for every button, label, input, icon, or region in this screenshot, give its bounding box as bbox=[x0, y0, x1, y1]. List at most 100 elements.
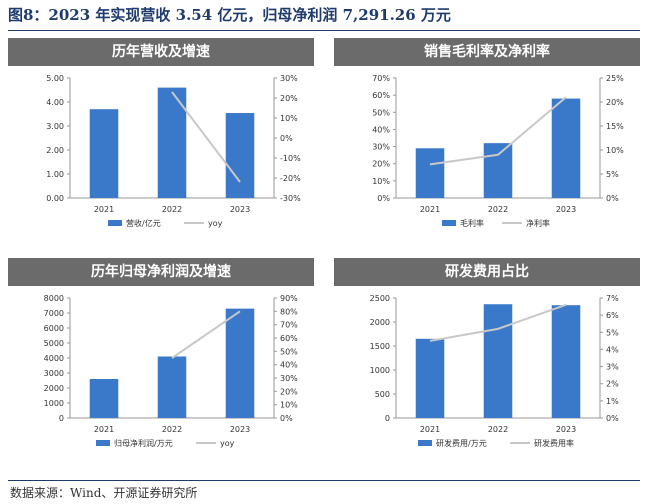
left-tick-label: 70% bbox=[372, 74, 390, 83]
right-tick-label: 30% bbox=[280, 74, 298, 83]
revenue-chart: 0.00 1.00 2.00 3.00 4.00 5.00 -30% -20% -10% 0% 10… bbox=[46, 74, 301, 228]
x-tick-label: 2022 bbox=[488, 205, 508, 214]
line-研发费用率 bbox=[429, 303, 567, 342]
left-tick-label: 5.00 bbox=[46, 74, 64, 83]
legend-line-label: yoy bbox=[208, 219, 223, 228]
left-tick-label: 10% bbox=[372, 177, 390, 186]
x-tick-label: 2021 bbox=[420, 205, 440, 214]
right-tick-label: 15% bbox=[606, 122, 624, 131]
title-rule bbox=[8, 30, 640, 31]
source-note: 数据来源：Wind、开源证券研究所 bbox=[10, 486, 198, 500]
right-tick-label: 40% bbox=[280, 361, 298, 370]
figure-title: 图8：2023 年实现营收 3.54 亿元，归母净利润 7,291.26 万元 bbox=[8, 6, 451, 24]
bar-归母净利润/万元 bbox=[89, 379, 119, 418]
x-tick-label: 2023 bbox=[556, 205, 576, 214]
bar-研发费用/万元 bbox=[483, 304, 513, 418]
right-tick-label: 5% bbox=[606, 328, 619, 337]
right-tick-label: 30% bbox=[280, 374, 298, 383]
left-tick-label: 3.00 bbox=[46, 122, 64, 131]
left-tick-label: 1.00 bbox=[46, 170, 64, 179]
x-tick-label: 2022 bbox=[162, 205, 182, 214]
bar-营收/亿元 bbox=[89, 109, 119, 198]
left-tick-label: 6000 bbox=[44, 324, 64, 333]
line-yoy bbox=[171, 91, 241, 183]
right-tick-label: 10% bbox=[606, 146, 624, 155]
right-tick-label: -10% bbox=[280, 154, 301, 163]
line-净利率 bbox=[429, 96, 567, 166]
line-yoy bbox=[171, 310, 241, 359]
left-tick-label: 2500 bbox=[370, 294, 390, 303]
right-tick-label: 10% bbox=[280, 401, 298, 410]
left-tick-label: 7000 bbox=[44, 309, 64, 318]
bar-毛利率 bbox=[483, 143, 513, 198]
left-tick-label: 2000 bbox=[370, 318, 390, 327]
left-tick-label: 5000 bbox=[44, 339, 64, 348]
right-tick-label: 80% bbox=[280, 307, 298, 316]
legend-bar-swatch bbox=[96, 440, 110, 446]
chart-panel-margin: 销售毛利率及净利率 0% 10% 20% 30% 40% 50% 60% 70% 0% 5% 10%… bbox=[334, 38, 640, 246]
right-tick-label: 50% bbox=[280, 347, 298, 356]
left-tick-label: 4.00 bbox=[46, 98, 64, 107]
left-tick-label: 0% bbox=[377, 194, 390, 203]
left-tick-label: 1000 bbox=[370, 366, 390, 375]
right-tick-label: 5% bbox=[606, 170, 619, 179]
left-tick-label: 1000 bbox=[44, 399, 64, 408]
left-tick-label: 50% bbox=[372, 108, 390, 117]
left-tick-label: 20% bbox=[372, 160, 390, 169]
left-tick-label: 40% bbox=[372, 125, 390, 134]
bar-毛利率 bbox=[415, 148, 445, 198]
x-tick-label: 2023 bbox=[230, 425, 250, 434]
right-tick-label: 20% bbox=[280, 94, 298, 103]
chart-title: 销售毛利率及净利率 bbox=[334, 38, 640, 66]
rd-chart: 0 500 1000 1500 2000 2500 0% 1% 2% 3% 4% 5% 6% 7% 2021… bbox=[370, 294, 619, 448]
right-tick-label: 7% bbox=[606, 294, 619, 303]
left-tick-label: 500 bbox=[375, 390, 390, 399]
bar-归母净利润/万元 bbox=[157, 356, 187, 418]
margin-chart: 0% 10% 20% 30% 40% 50% 60% 70% 0% 5% 10% 15% 20% 25% 2… bbox=[372, 74, 624, 228]
left-tick-label: 1500 bbox=[370, 342, 390, 351]
legend-line-label: 研发费用率 bbox=[534, 438, 574, 448]
x-tick-label: 2021 bbox=[420, 425, 440, 434]
left-tick-label: 30% bbox=[372, 143, 390, 152]
chart-title: 历年归母净利润及增速 bbox=[8, 258, 314, 286]
right-tick-label: 70% bbox=[280, 321, 298, 330]
legend-bar-label: 营收/亿元 bbox=[126, 218, 161, 228]
bottom-rule bbox=[8, 480, 640, 481]
bar-营收/亿元 bbox=[225, 113, 255, 198]
legend-bar-swatch bbox=[442, 220, 456, 226]
left-tick-label: 60% bbox=[372, 91, 390, 100]
right-tick-label: 4% bbox=[606, 345, 619, 354]
right-tick-label: 0% bbox=[280, 134, 293, 143]
right-tick-label: 10% bbox=[280, 114, 298, 123]
right-tick-label: 60% bbox=[280, 334, 298, 343]
legend-bar-label: 研发费用/万元 bbox=[436, 438, 487, 448]
right-tick-label: 20% bbox=[280, 387, 298, 396]
right-tick-label: 0% bbox=[606, 414, 619, 423]
legend-bar-label: 毛利率 bbox=[460, 218, 484, 228]
left-tick-label: 0.00 bbox=[46, 194, 64, 203]
x-tick-label: 2021 bbox=[94, 425, 114, 434]
chart-panel-net-profit: 历年归母净利润及增速 0 1000 2000 3000 4000 5000 6000 7000… bbox=[8, 258, 314, 466]
x-tick-label: 2021 bbox=[94, 205, 114, 214]
right-tick-label: -30% bbox=[280, 194, 301, 203]
chart-title: 研发费用占比 bbox=[334, 258, 640, 286]
right-tick-label: 6% bbox=[606, 311, 619, 320]
right-tick-label: 20% bbox=[606, 98, 624, 107]
x-tick-label: 2022 bbox=[488, 425, 508, 434]
right-tick-label: 0% bbox=[606, 194, 619, 203]
legend-bar-swatch bbox=[108, 220, 122, 226]
left-tick-label: 2.00 bbox=[46, 146, 64, 155]
right-tick-label: 1% bbox=[606, 397, 619, 406]
right-tick-label: -20% bbox=[280, 174, 301, 183]
left-tick-label: 0 bbox=[385, 414, 390, 423]
right-tick-label: 2% bbox=[606, 380, 619, 389]
bar-研发费用/万元 bbox=[551, 305, 581, 418]
legend-bar-swatch bbox=[418, 440, 432, 446]
bar-归母净利润/万元 bbox=[225, 308, 255, 418]
x-tick-label: 2022 bbox=[162, 425, 182, 434]
left-tick-label: 8000 bbox=[44, 294, 64, 303]
legend-line-label: 净利率 bbox=[526, 218, 550, 228]
bar-毛利率 bbox=[551, 98, 581, 198]
left-tick-label: 4000 bbox=[44, 354, 64, 363]
bar-研发费用/万元 bbox=[415, 338, 445, 418]
